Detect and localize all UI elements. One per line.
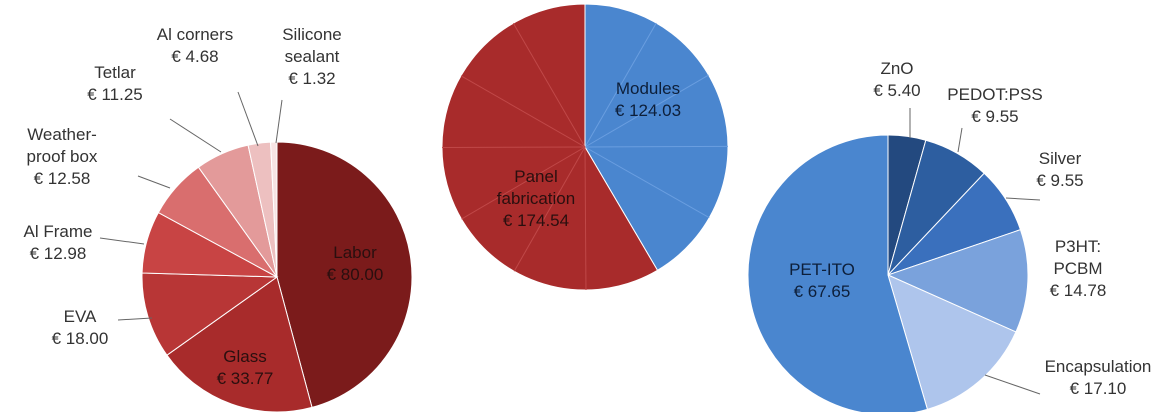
chart1-labor-label-0: Labor xyxy=(333,243,377,262)
chart1-weather-proof-box-label-2: € 12.58 xyxy=(34,169,91,188)
chart1-labor-label-1: € 80.00 xyxy=(327,265,384,284)
chart1-eva-label-1: € 18.00 xyxy=(52,329,109,348)
chart1-tetlar-leader-line xyxy=(170,119,221,152)
chart1-silicone-sealant-label-0: Silicone xyxy=(282,25,342,44)
chart1-eva-label-0: EVA xyxy=(64,307,97,326)
chart1-weather-proof-box-label-1: proof box xyxy=(27,147,98,166)
chart3-pedot-pss-leader-line xyxy=(958,128,962,152)
chart1-al-frame-label-0: Al Frame xyxy=(24,222,93,241)
chart1-al-corners-leader-line xyxy=(238,92,258,146)
chart2-modules-label-0: Modules xyxy=(616,79,680,98)
chart1-weather-proof-box-label-0: Weather- xyxy=(27,125,97,144)
chart3-zno-label-1: € 5.40 xyxy=(873,81,920,100)
chart3-zno-label-0: ZnO xyxy=(880,59,913,78)
chart3-pedot-pss-label-0: PEDOT:PSS xyxy=(947,85,1042,104)
chart1-glass-label-0: Glass xyxy=(223,347,266,366)
chart3-p3ht-pcbm-label-2: € 14.78 xyxy=(1050,281,1107,300)
chart3-encapsulation-label-1: € 17.10 xyxy=(1070,379,1127,398)
pie-chart-2 xyxy=(442,4,728,290)
chart3-encapsulation-label-0: Encapsulation xyxy=(1045,357,1152,376)
chart3-silver-label-0: Silver xyxy=(1039,149,1082,168)
chart2-panel-fabrication-label-2: € 174.54 xyxy=(503,211,569,230)
chart1-al-frame-label-1: € 12.98 xyxy=(30,244,87,263)
chart1-silicone-sealant-label-1: sealant xyxy=(285,47,340,66)
chart3-p3ht-pcbm-label-0: P3HT: xyxy=(1055,237,1101,256)
chart1-weather-proof-box-leader-line xyxy=(138,176,170,188)
chart3-pedot-pss-label-1: € 9.55 xyxy=(971,107,1018,126)
chart1-eva-leader-line xyxy=(118,318,152,320)
chart3-p3ht-pcbm-label-1: PCBM xyxy=(1053,259,1102,278)
chart1-glass-label-1: € 33.77 xyxy=(217,369,274,388)
chart3-encapsulation-leader-line xyxy=(985,375,1040,394)
chart3-pet-ito-label-0: PET-ITO xyxy=(789,260,855,279)
chart1-al-corners-label-0: Al corners xyxy=(157,25,234,44)
chart3-pet-ito-label-1: € 67.65 xyxy=(794,282,851,301)
sub-segment-line xyxy=(585,146,728,147)
chart1-tetlar-label-0: Tetlar xyxy=(94,63,136,82)
chart1-al-corners-label-1: € 4.68 xyxy=(171,47,218,66)
chart1-al-frame-leader-line xyxy=(100,238,144,244)
chart1-silicone-sealant-label-2: € 1.32 xyxy=(288,69,335,88)
chart3-silver-label-1: € 9.55 xyxy=(1036,171,1083,190)
chart3-silver-leader-line xyxy=(1006,198,1040,200)
chart1-silicone-sealant-leader-line xyxy=(276,100,282,143)
chart1-tetlar-label-1: € 11.25 xyxy=(87,85,142,104)
chart2-panel-fabrication-label-1: fabrication xyxy=(497,189,575,208)
chart2-modules-label-1: € 124.03 xyxy=(615,101,681,120)
chart2-panel-fabrication-label-0: Panel xyxy=(514,167,557,186)
